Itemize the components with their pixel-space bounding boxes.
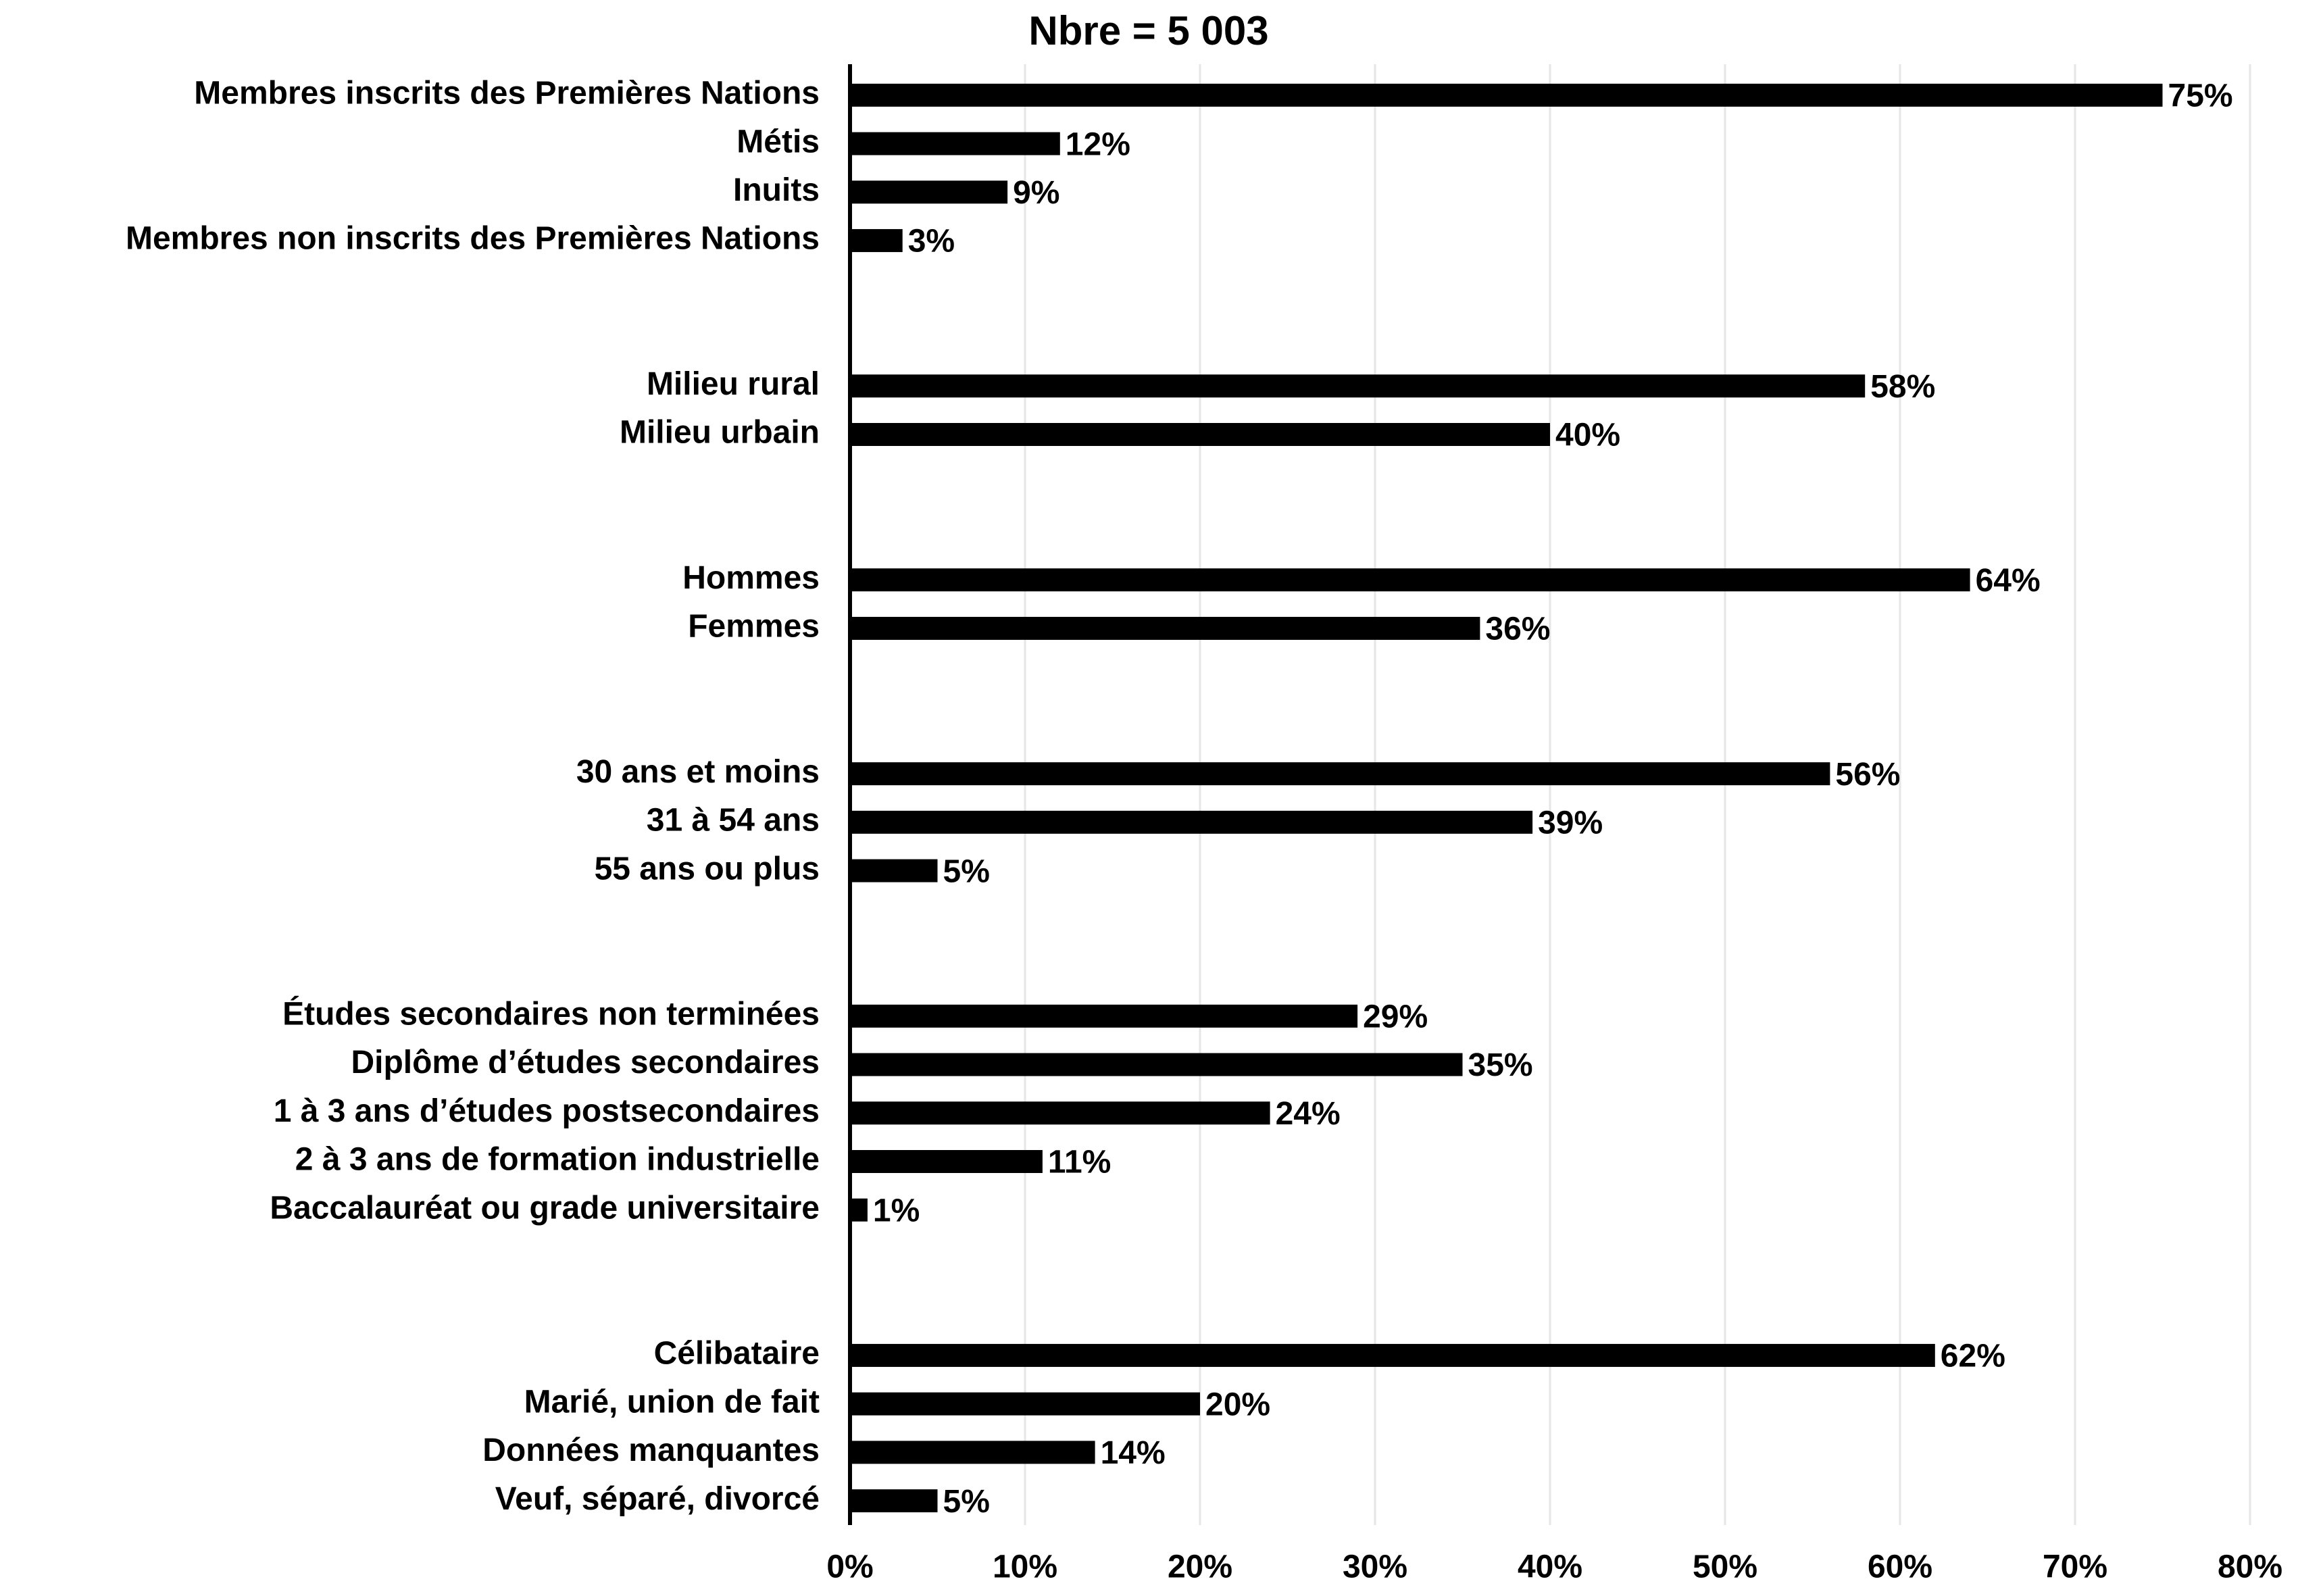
- value-label: 40%: [1555, 418, 1620, 453]
- y-tick-label: 55 ans ou plus: [595, 851, 820, 887]
- x-tick-label: 40%: [1518, 1549, 1582, 1585]
- value-label: 56%: [1835, 757, 1900, 793]
- value-label: 75%: [2168, 78, 2233, 114]
- chart-title: Nbre = 5 003: [1028, 8, 1268, 53]
- value-label: 29%: [1363, 999, 1428, 1034]
- value-label: 24%: [1276, 1096, 1341, 1132]
- bar: [850, 1150, 1043, 1173]
- x-tick-label: 60%: [1868, 1549, 1932, 1585]
- y-tick-label: Études secondaires non terminées: [282, 995, 820, 1032]
- bar: [850, 1101, 1270, 1125]
- y-tick-label: Diplôme d’études secondaires: [351, 1045, 820, 1080]
- bar: [850, 1392, 1200, 1416]
- bar: [850, 83, 2163, 107]
- value-label: 1%: [873, 1193, 920, 1228]
- bar: [850, 810, 1533, 834]
- bar: [850, 859, 938, 882]
- bar: [850, 1343, 1935, 1367]
- bar: [850, 1441, 1095, 1464]
- bar: [850, 616, 1480, 640]
- y-tick-label: Milieu urbain: [620, 415, 820, 451]
- bar: [850, 132, 1060, 155]
- bar: [850, 1489, 938, 1513]
- value-label: 39%: [1538, 805, 1603, 841]
- y-tick-label: Inuits: [733, 172, 820, 208]
- value-label: 58%: [1870, 369, 1935, 405]
- bar: [850, 229, 903, 253]
- y-tick-label: Célibataire: [654, 1336, 820, 1372]
- y-tick-label: Milieu rural: [647, 366, 820, 402]
- value-label: 35%: [1468, 1047, 1533, 1083]
- y-tick-label: Veuf, séparé, divorcé: [495, 1481, 820, 1517]
- x-tick-label: 10%: [993, 1549, 1057, 1585]
- y-tick-label: 31 à 54 ans: [647, 803, 820, 839]
- y-tick-label: Femmes: [688, 609, 820, 645]
- bar: [850, 568, 1970, 592]
- y-tick-label: Membres non inscrits des Premières Natio…: [126, 221, 820, 257]
- x-tick-label: 30%: [1343, 1549, 1407, 1585]
- x-tick-label: 50%: [1693, 1549, 1757, 1585]
- bar: [850, 374, 1866, 398]
- y-tick-label: Hommes: [682, 560, 820, 596]
- y-tick-label: 30 ans et moins: [576, 754, 820, 790]
- x-tick-label: 0%: [826, 1549, 873, 1585]
- y-tick-label: Données manquantes: [482, 1432, 820, 1468]
- value-label: 3%: [908, 224, 955, 259]
- value-label: 11%: [1048, 1145, 1111, 1180]
- x-tick-label: 70%: [2043, 1549, 2107, 1585]
- value-label: 5%: [943, 853, 990, 889]
- value-label: 12%: [1066, 126, 1130, 162]
- y-tick-label: Métis: [736, 124, 820, 159]
- value-label: 5%: [943, 1484, 990, 1520]
- value-label: 64%: [1976, 563, 2041, 599]
- y-tick-label: Marié, union de fait: [524, 1384, 820, 1420]
- y-tick-label: 1 à 3 ans d’études postsecondaires: [274, 1093, 820, 1129]
- bar: [850, 762, 1830, 786]
- bar: [850, 1004, 1358, 1028]
- value-label: 9%: [1013, 175, 1059, 211]
- value-label: 14%: [1101, 1435, 1166, 1471]
- value-label: 36%: [1485, 612, 1550, 647]
- value-label: 62%: [1941, 1339, 2005, 1374]
- value-label: 20%: [1205, 1387, 1270, 1422]
- y-tick-label: 2 à 3 ans de formation industrielle: [295, 1142, 820, 1178]
- bar: [850, 180, 1008, 204]
- x-tick-label: 80%: [2218, 1549, 2282, 1585]
- bar: [850, 423, 1550, 446]
- bar: [850, 1053, 1463, 1076]
- y-tick-label: Membres inscrits des Premières Nations: [194, 76, 820, 111]
- x-tick-label: 20%: [1168, 1549, 1232, 1585]
- y-tick-label: Baccalauréat ou grade universitaire: [270, 1190, 820, 1226]
- bar: [850, 1198, 868, 1222]
